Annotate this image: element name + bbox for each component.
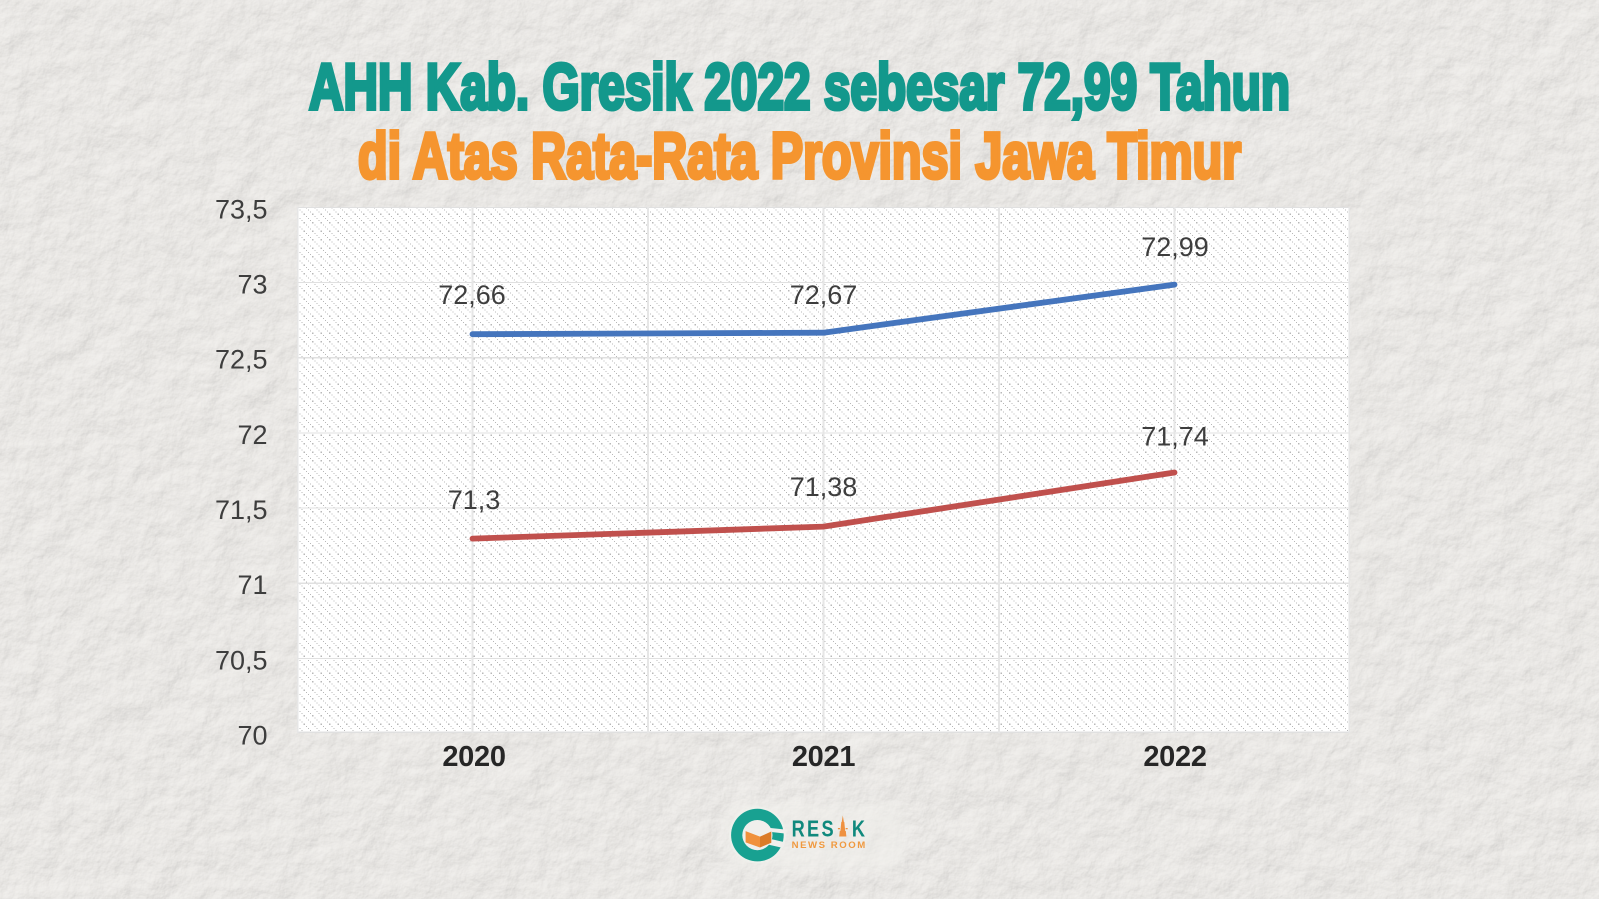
svg-text:K: K <box>852 816 865 842</box>
svg-text:73: 73 <box>237 270 267 300</box>
svg-text:RES: RES <box>792 816 836 842</box>
svg-text:71,38: 71,38 <box>790 472 858 502</box>
svg-text:70: 70 <box>237 720 267 750</box>
svg-text:72,99: 72,99 <box>1141 232 1209 262</box>
svg-text:2022: 2022 <box>1143 741 1206 773</box>
svg-text:71,5: 71,5 <box>215 495 268 525</box>
svg-text:NEWS ROOM: NEWS ROOM <box>792 840 867 851</box>
svg-text:2021: 2021 <box>792 741 855 773</box>
svg-text:72,66: 72,66 <box>438 280 506 310</box>
svg-text:2020: 2020 <box>442 741 505 773</box>
svg-text:72,5: 72,5 <box>215 345 268 375</box>
svg-text:73,5: 73,5 <box>215 194 268 224</box>
svg-text:72: 72 <box>237 420 267 450</box>
svg-text:71,74: 71,74 <box>1141 422 1209 452</box>
svg-text:72,67: 72,67 <box>790 280 858 310</box>
svg-text:71,3: 71,3 <box>448 485 501 515</box>
svg-text:70,5: 70,5 <box>215 645 268 675</box>
svg-text:71: 71 <box>237 570 267 600</box>
